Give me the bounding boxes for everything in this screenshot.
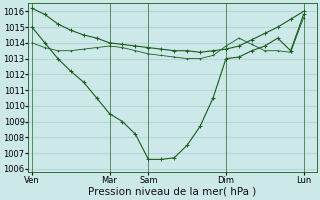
- X-axis label: Pression niveau de la mer( hPa ): Pression niveau de la mer( hPa ): [88, 187, 256, 197]
